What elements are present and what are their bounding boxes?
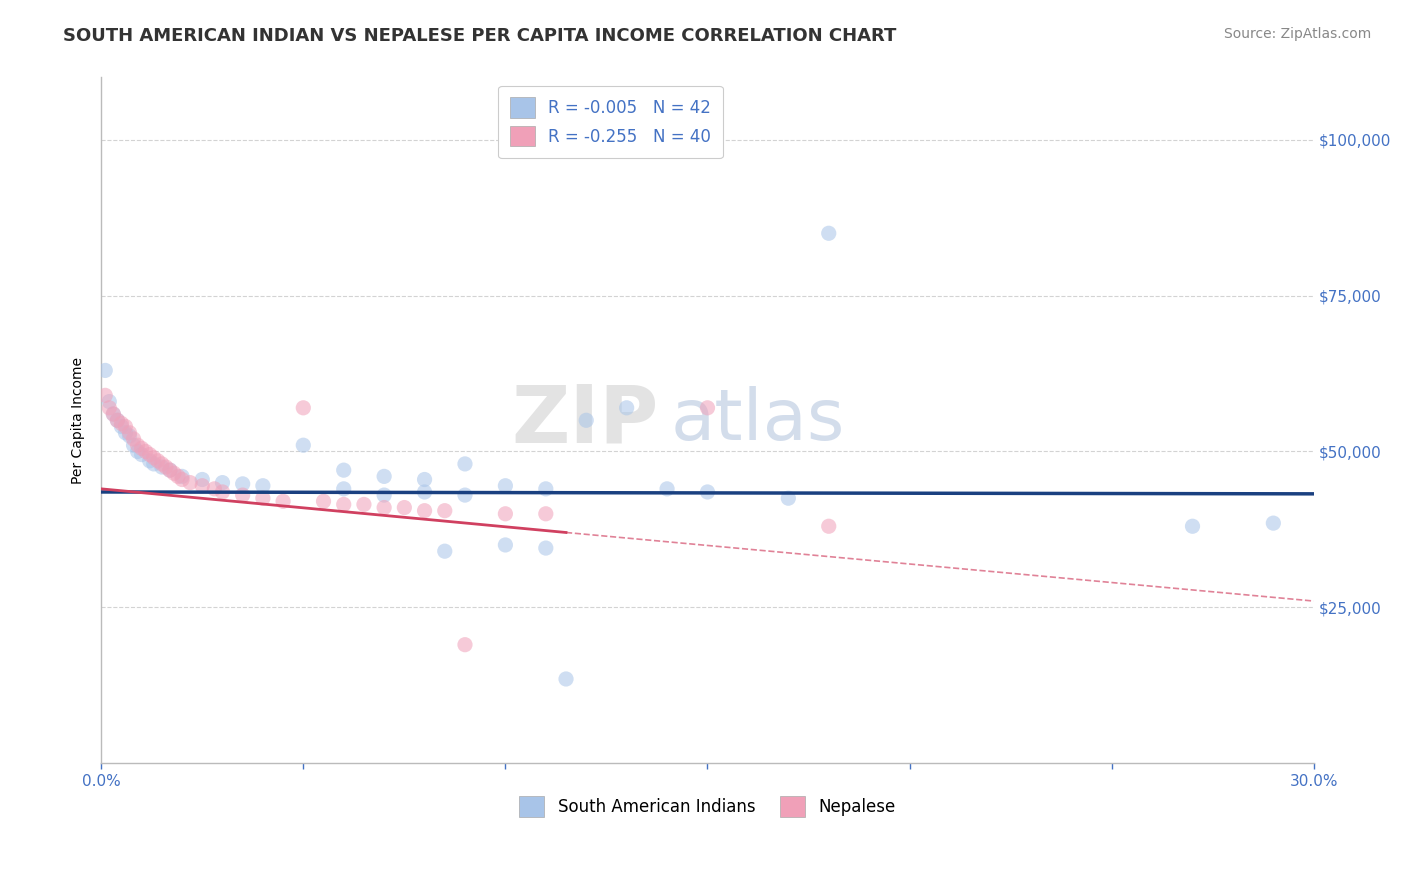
Point	[150, 457, 173, 471]
Point	[110, 417, 132, 431]
Point	[202, 482, 225, 496]
Point	[332, 482, 354, 496]
Text: SOUTH AMERICAN INDIAN VS NEPALESE PER CAPITA INCOME CORRELATION CHART: SOUTH AMERICAN INDIAN VS NEPALESE PER CA…	[63, 27, 897, 45]
Point	[142, 450, 165, 465]
Point	[353, 498, 375, 512]
Point	[211, 475, 233, 490]
Point	[312, 494, 335, 508]
Point	[696, 485, 718, 500]
Point	[394, 500, 416, 515]
Point	[98, 394, 121, 409]
Point	[211, 485, 233, 500]
Point	[150, 460, 173, 475]
Point	[232, 488, 254, 502]
Point	[534, 482, 557, 496]
Point	[94, 363, 117, 377]
Point	[122, 438, 145, 452]
Point	[1181, 519, 1204, 533]
Text: atlas: atlas	[671, 385, 845, 455]
Point	[332, 463, 354, 477]
Point	[413, 473, 436, 487]
Point	[159, 463, 181, 477]
Point	[494, 538, 516, 552]
Point	[433, 504, 456, 518]
Point	[271, 494, 294, 508]
Point	[103, 407, 125, 421]
Point	[114, 425, 136, 440]
Point	[454, 638, 477, 652]
Point	[131, 448, 153, 462]
Y-axis label: Per Capita Income: Per Capita Income	[72, 357, 86, 483]
Point	[373, 488, 395, 502]
Point	[110, 419, 132, 434]
Point	[555, 672, 578, 686]
Point	[413, 485, 436, 500]
Point	[114, 419, 136, 434]
Point	[105, 413, 128, 427]
Point	[575, 413, 598, 427]
Legend: South American Indians, Nepalese: South American Indians, Nepalese	[513, 789, 903, 823]
Point	[98, 401, 121, 415]
Point	[373, 469, 395, 483]
Point	[373, 500, 395, 515]
Point	[433, 544, 456, 558]
Point	[118, 425, 141, 440]
Point	[131, 442, 153, 456]
Point	[454, 488, 477, 502]
Point	[170, 473, 193, 487]
Point	[817, 519, 839, 533]
Point	[135, 444, 157, 458]
Point	[179, 475, 201, 490]
Point	[138, 448, 160, 462]
Point	[232, 476, 254, 491]
Point	[494, 507, 516, 521]
Point	[103, 407, 125, 421]
Text: ZIP: ZIP	[512, 381, 659, 459]
Point	[616, 401, 638, 415]
Point	[413, 504, 436, 518]
Point	[118, 429, 141, 443]
Point	[454, 457, 477, 471]
Point	[655, 482, 678, 496]
Point	[127, 444, 149, 458]
Point	[138, 454, 160, 468]
Point	[252, 491, 274, 506]
Text: Source: ZipAtlas.com: Source: ZipAtlas.com	[1223, 27, 1371, 41]
Point	[1263, 516, 1285, 530]
Point	[494, 479, 516, 493]
Point	[94, 388, 117, 402]
Point	[167, 469, 190, 483]
Point	[817, 227, 839, 241]
Point	[122, 432, 145, 446]
Point	[146, 454, 169, 468]
Point	[534, 541, 557, 555]
Point	[191, 479, 214, 493]
Point	[696, 401, 718, 415]
Point	[534, 507, 557, 521]
Point	[292, 438, 315, 452]
Point	[127, 438, 149, 452]
Point	[170, 469, 193, 483]
Point	[105, 413, 128, 427]
Point	[252, 479, 274, 493]
Point	[292, 401, 315, 415]
Point	[142, 457, 165, 471]
Point	[159, 463, 181, 477]
Point	[155, 460, 177, 475]
Point	[163, 467, 186, 481]
Point	[778, 491, 800, 506]
Point	[191, 473, 214, 487]
Point	[332, 498, 354, 512]
